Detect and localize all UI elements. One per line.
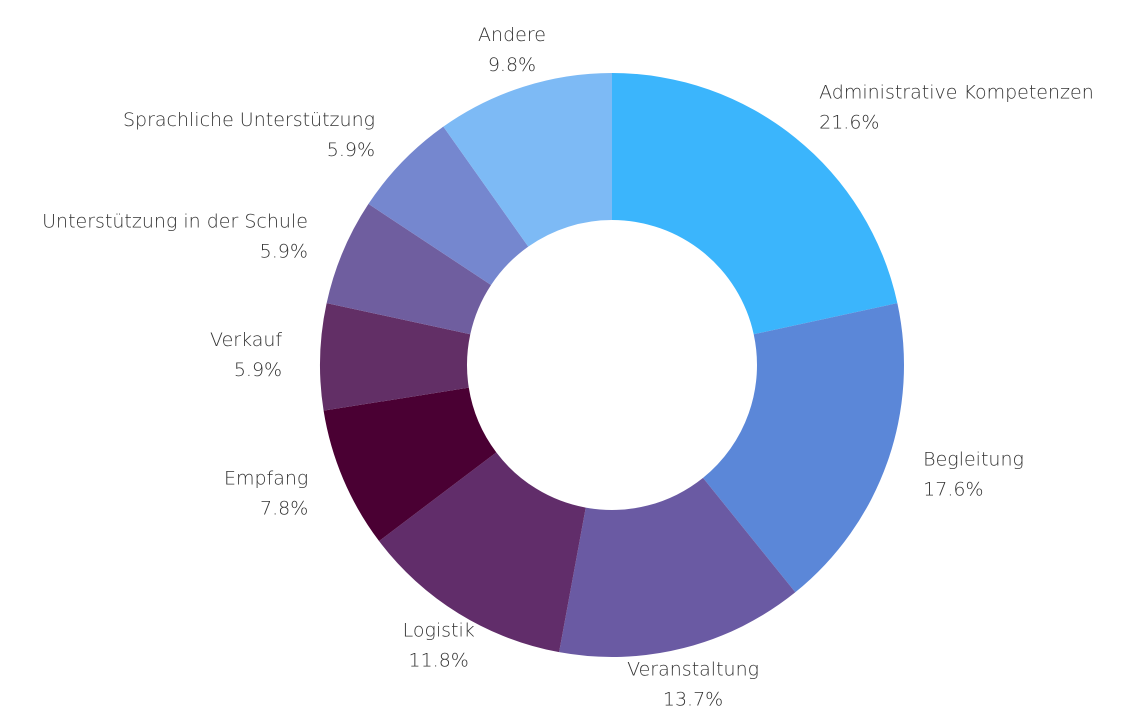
donut-slice xyxy=(319,303,471,411)
slice-value: 17.6% xyxy=(923,478,983,500)
slice-value: 5.9% xyxy=(260,240,308,262)
slice-label: Veranstaltung xyxy=(627,658,759,680)
slice-value: 5.9% xyxy=(327,139,375,161)
slice-value: 5.9% xyxy=(234,359,282,381)
slice-label: Empfang xyxy=(224,468,308,490)
donut-slice xyxy=(559,477,796,657)
slice-label: Unterstützung in der Schule xyxy=(42,210,308,232)
slice-label: Logistik xyxy=(403,619,475,641)
slice-label: Andere xyxy=(478,24,546,46)
slice-label: Begleitung xyxy=(923,448,1024,470)
donut-slice xyxy=(326,203,492,335)
slice-value: 7.8% xyxy=(260,498,308,520)
slice-value: 11.8% xyxy=(409,649,469,671)
slice-label: Administrative Kompetenzen xyxy=(819,82,1094,104)
donut-slice xyxy=(443,73,612,247)
slice-value: 21.6% xyxy=(819,112,879,134)
donut-slice xyxy=(368,126,529,286)
slice-label: Verkauf xyxy=(210,329,282,351)
donut-slice xyxy=(379,452,586,653)
donut-slice xyxy=(612,73,898,335)
slice-label: Sprachliche Unterstützung xyxy=(123,109,375,131)
slice-value: 13.7% xyxy=(663,688,723,710)
donut-slice xyxy=(703,303,905,593)
slice-value: 9.8% xyxy=(488,54,536,76)
donut-slice xyxy=(323,387,497,542)
